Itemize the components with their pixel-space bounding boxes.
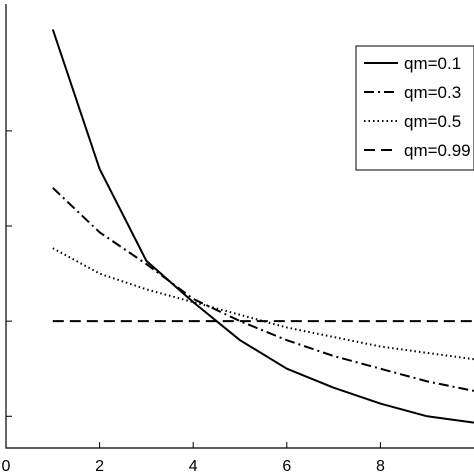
series-line-qm-0-5 (52, 247, 474, 361)
legend: qm=0.1 qm=0.3 qm=0.5 qm=0.99 (355, 45, 474, 171)
axes: 0 2 4 6 8 (2, 4, 474, 474)
legend-box (355, 45, 474, 171)
x-tick-label: 6 (282, 458, 291, 474)
series-line-qm-0-3 (52, 187, 474, 392)
x-tick-label: 8 (376, 458, 385, 474)
legend-label: qm=0.5 (404, 112, 461, 131)
x-tick-label: 2 (95, 458, 104, 474)
series-line-qm-0-1 (51, 29, 474, 424)
series-group (51, 29, 474, 424)
legend-label: qm=0.99 (404, 141, 471, 160)
legend-label: qm=0.3 (404, 83, 461, 102)
x-tick-label: 4 (189, 458, 198, 474)
legend-label: qm=0.1 (404, 54, 461, 73)
x-tick-label: 0 (2, 458, 11, 474)
